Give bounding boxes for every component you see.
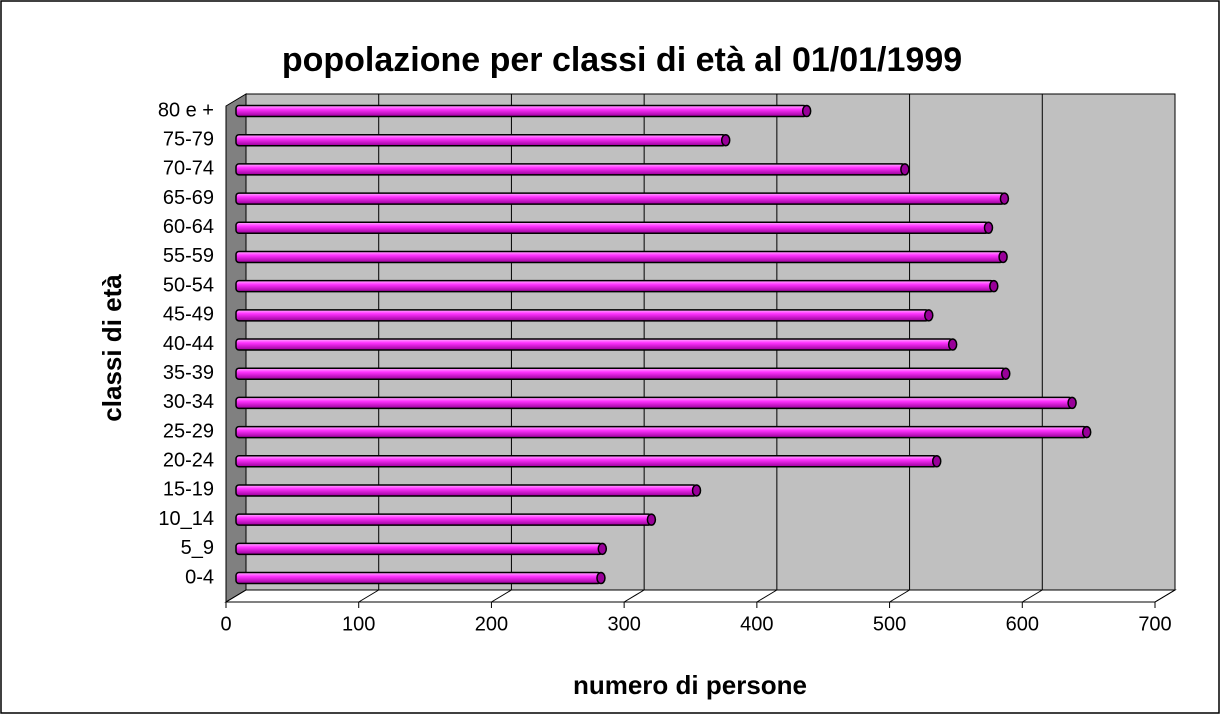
- bar: [235, 192, 1006, 205]
- bar-cap: [900, 163, 910, 176]
- x-tick-label: 200: [475, 613, 508, 635]
- y-tick-label: 25-29: [163, 420, 214, 442]
- x-tick-label: 600: [1006, 613, 1039, 635]
- y-tick-label: 40-44: [163, 333, 214, 355]
- chart-title: popolazione per classi di età al 01/01/1…: [282, 41, 962, 79]
- bar: [235, 425, 1088, 439]
- bar-cap: [801, 104, 812, 118]
- y-tick-label: 65-69: [163, 187, 214, 209]
- bar-cap: [983, 221, 994, 234]
- y-tick-label: 30-34: [163, 391, 214, 413]
- y-tick-label: 20-24: [163, 450, 214, 472]
- bar-cap: [596, 571, 606, 585]
- x-axis-label: numero di persone: [573, 670, 807, 700]
- bar: [235, 455, 938, 468]
- y-tick-label: 35-39: [163, 362, 214, 384]
- floor-grid-line: [225, 589, 247, 603]
- y-tick-label: 55-59: [163, 245, 214, 267]
- y-tick-label: 50-54: [163, 274, 214, 296]
- bar-cap: [646, 513, 657, 526]
- floor-grid-line: [358, 589, 379, 603]
- bar-cap: [1081, 425, 1092, 439]
- bar: [235, 484, 698, 497]
- x-tick-label: 500: [873, 613, 906, 635]
- bar-cap: [924, 309, 934, 322]
- floor-grid-line: [1022, 589, 1043, 603]
- bar: [235, 163, 906, 176]
- x-tick-label: 0: [220, 613, 231, 635]
- floor-grid-line: [491, 589, 512, 603]
- bar: [235, 571, 602, 585]
- bar: [235, 396, 1073, 410]
- bar-cap: [691, 484, 702, 497]
- y-axis-label: classi di età: [97, 274, 127, 422]
- y-tick-label: 15-19: [163, 479, 214, 501]
- bar-cap: [1067, 396, 1077, 410]
- y-tick-label: 75-79: [163, 128, 214, 150]
- bar-cap: [931, 455, 942, 468]
- x-tick-label: 700: [1138, 613, 1171, 635]
- bar-cap: [720, 133, 731, 147]
- x-tick-label: 300: [607, 613, 640, 635]
- y-tick-label: 10_14: [158, 508, 214, 530]
- x-tick-label: 100: [342, 613, 375, 635]
- bar-cap: [1000, 367, 1011, 380]
- bar: [235, 309, 930, 322]
- floor-grid-line: [756, 589, 778, 603]
- floor-grid-line: [1154, 589, 1176, 603]
- bar: [235, 542, 604, 556]
- floor-grid-line: [889, 589, 910, 603]
- bar: [235, 513, 653, 526]
- y-tick-label: 70-74: [163, 158, 214, 180]
- bar: [235, 104, 808, 118]
- bar: [235, 133, 727, 147]
- bar: [235, 338, 954, 351]
- bar-cap: [947, 338, 958, 351]
- bar-cap: [999, 192, 1010, 205]
- bar-cap: [989, 279, 999, 293]
- bar: [235, 221, 990, 234]
- y-tick-label: 45-49: [163, 304, 214, 326]
- y-tick-label: 60-64: [163, 216, 214, 238]
- x-tick-label: 400: [740, 613, 773, 635]
- floor-grid-line: [623, 589, 645, 603]
- bar: [235, 279, 995, 293]
- bar-cap: [998, 250, 1008, 264]
- bar-cap: [597, 542, 608, 556]
- y-tick-label: 0-4: [185, 566, 214, 588]
- bar: [235, 367, 1007, 380]
- bar: [235, 250, 1004, 264]
- y-tick-label: 80 e +: [158, 99, 214, 121]
- y-tick-label: 5_9: [181, 537, 214, 559]
